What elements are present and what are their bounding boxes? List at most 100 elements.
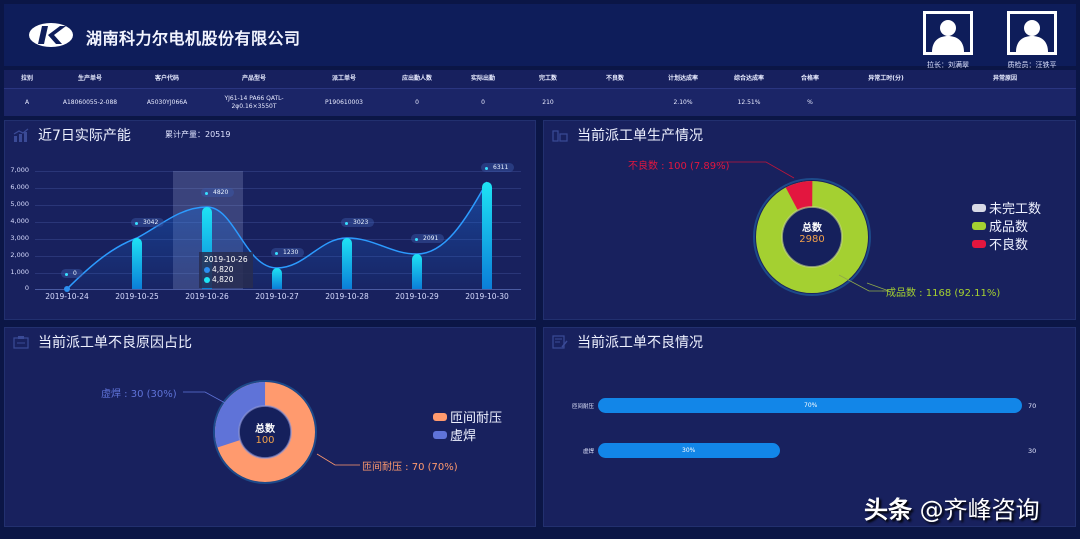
bar-label: 匝间耐压 xyxy=(571,404,594,410)
bar-2019-10-25[interactable] xyxy=(132,238,142,289)
gridline xyxy=(35,205,521,206)
col-header: 不良数 xyxy=(605,75,624,82)
value-label: 4820 xyxy=(201,188,235,197)
watermark: 头条 @齐峰咨询 xyxy=(864,490,1040,525)
y-tick: 4,000 xyxy=(10,217,29,225)
bar-2019-10-29[interactable] xyxy=(412,254,422,289)
factory-icon xyxy=(552,130,568,142)
x-tick: 2019-10-30 xyxy=(465,292,509,301)
legend-item-finished[interactable]: 成品数 xyxy=(972,219,1041,237)
x-axis-line xyxy=(35,289,521,290)
legend-item-defect[interactable]: 不良数 xyxy=(972,237,1041,255)
col-header: 派工单号 xyxy=(331,75,356,82)
bar-2019-10-30[interactable] xyxy=(482,182,492,289)
cell-pass-rate: % xyxy=(807,98,813,106)
legend-label: 虚焊 xyxy=(450,429,477,444)
cell-plan-rate: 2.10% xyxy=(673,98,693,106)
value-label: 3023 xyxy=(341,218,375,227)
center-title: 总数 xyxy=(255,424,275,435)
legend-swatch-icon xyxy=(972,222,986,230)
table-row[interactable]: A A18060055-2-088 A5030YJ066A YJ61-14 PA… xyxy=(4,88,1076,116)
defect-status-panel: 当前派工单不良情况 匝间耐压 70% 70 虚焊 30% 30 xyxy=(543,327,1076,527)
cell-completed: 210 xyxy=(542,98,554,106)
gridline xyxy=(35,171,521,172)
insulation-defect-label: 匝间耐压 : 70 (70%) xyxy=(362,462,458,473)
tooltip-value: 4,820 xyxy=(212,275,234,284)
production-legend: 未完工数 成品数 不良数 xyxy=(972,201,1041,255)
gridline xyxy=(35,239,521,240)
center-value: 100 xyxy=(255,435,275,446)
col-header: 计划达成率 xyxy=(667,75,698,82)
x-tick: 2019-10-28 xyxy=(325,292,369,301)
legend-item-unfinished[interactable]: 未完工数 xyxy=(972,201,1041,219)
x-tick: 2019-10-24 xyxy=(45,292,89,301)
legend-swatch-icon xyxy=(433,431,447,439)
y-tick: 2,000 xyxy=(10,251,29,259)
bar-weld[interactable]: 30% xyxy=(598,443,780,458)
cell-product-model: YJ61-14 PA66 QATL-2φ0.16×3550T xyxy=(224,94,284,110)
work-order-table: 拉别 生产单号 客户代码 产品型号 派工单号 应出勤人数 实际出勤 完工数 不良… xyxy=(4,70,1076,116)
panel-title: 近7日实际产能 xyxy=(38,128,131,144)
donut-center: 总数 100 xyxy=(241,420,289,446)
donut-center: 总数 2980 xyxy=(782,219,842,245)
bar-insulation[interactable]: 70% xyxy=(598,398,1022,413)
defect-ratio-donut[interactable] xyxy=(211,378,319,486)
gridline xyxy=(35,222,521,223)
cell-dispatch-no: P190610003 xyxy=(325,98,363,106)
col-header: 产品型号 xyxy=(241,75,266,82)
legend-label: 不良数 xyxy=(989,238,1029,253)
watermark-handle: @齐峰咨询 xyxy=(919,496,1040,524)
user-avatar-icon xyxy=(1007,11,1057,55)
bar-2019-10-28[interactable] xyxy=(342,238,352,289)
col-header: 异常工时(分) xyxy=(868,75,904,82)
legend-label: 匝间耐压 xyxy=(450,411,503,426)
gridline xyxy=(35,256,521,257)
x-tick: 2019-10-26 xyxy=(185,292,229,301)
line-leader-card: 拉长：刘满翠 xyxy=(922,11,974,70)
trend-line xyxy=(64,181,488,292)
weld-defect-label: 虚焊 : 30 (30%) xyxy=(101,389,177,400)
company-logo-icon xyxy=(29,23,73,47)
watermark-brand: 头条 xyxy=(864,496,912,524)
col-header: 异常原因 xyxy=(992,75,1017,82)
defect-ratio-panel: 当前派工单不良原因占比 总数 100 虚焊 : 30 (30%) 匝间耐压 : … xyxy=(4,327,536,527)
gridline xyxy=(35,188,521,189)
cell-actual-staff: 0 xyxy=(481,98,485,106)
value-label: 1230 xyxy=(271,248,305,257)
series-dot-icon xyxy=(204,266,210,273)
cell-production-no: A18060055-2-088 xyxy=(62,98,118,106)
tooltip-title: 2019-10-26 xyxy=(204,255,248,264)
bar-2019-10-26[interactable] xyxy=(202,207,212,289)
y-tick: 7,000 xyxy=(10,166,29,174)
good-count-label: 成品数 : 1168 (92.11%) xyxy=(886,288,1001,299)
y-tick: 0 xyxy=(24,284,29,292)
leader-lines xyxy=(183,391,360,466)
value-label: 6311 xyxy=(481,163,515,172)
clipboard-icon xyxy=(13,336,29,349)
bar-value: 70 xyxy=(1028,402,1037,410)
production-panel: 当前派工单生产情况 总数 2980 不良数 : 100 (7.89%) 成品数 … xyxy=(543,120,1076,320)
cell-planned-staff: 0 xyxy=(415,98,419,106)
panel-title: 当前派工单不良原因占比 xyxy=(38,335,192,351)
x-tick: 2019-10-25 xyxy=(115,292,159,301)
table-header-row: 拉别 生产单号 客户代码 产品型号 派工单号 应出勤人数 实际出勤 完工数 不良… xyxy=(4,70,1076,88)
legend-item-weld[interactable]: 虚焊 xyxy=(433,428,502,446)
value-label: 3042 xyxy=(131,218,165,227)
col-header: 生产单号 xyxy=(77,75,102,82)
col-header: 完工数 xyxy=(538,75,557,82)
legend-swatch-icon xyxy=(972,204,986,212)
cell-overall-rate: 12.51% xyxy=(737,98,761,106)
tooltip-value: 4,820 xyxy=(212,265,234,274)
line-leader-label: 拉长：刘满翠 xyxy=(927,61,969,69)
production-donut[interactable] xyxy=(744,169,880,305)
inspector-card: 质检员：汪铁平 xyxy=(1006,11,1058,70)
user-avatar-icon xyxy=(923,11,973,55)
value-label: 0 xyxy=(61,269,83,278)
col-header: 综合达成率 xyxy=(733,75,764,82)
y-tick: 6,000 xyxy=(10,183,29,191)
series-dot-icon xyxy=(204,276,210,283)
bar-label: 虚焊 xyxy=(582,449,594,455)
legend-item-insulation[interactable]: 匝间耐压 xyxy=(433,410,502,428)
bar-2019-10-27[interactable] xyxy=(272,268,282,289)
col-header: 实际出勤 xyxy=(470,75,495,82)
